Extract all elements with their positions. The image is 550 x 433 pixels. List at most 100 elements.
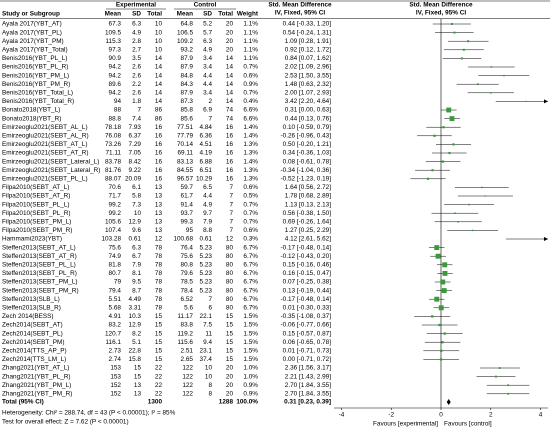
table-cell: 78	[155, 304, 163, 311]
table-cell: 12	[155, 236, 163, 243]
table-cell: 100.68	[173, 236, 193, 243]
table-cell: 4.4	[203, 193, 212, 200]
table-cell: 9.22	[129, 167, 142, 174]
table-cell: 14	[226, 72, 234, 79]
table-cell: 13	[134, 382, 142, 389]
table-cell: 6.3	[203, 38, 212, 45]
table-cell: 94.2	[109, 89, 122, 96]
table-cell: 85.6	[181, 115, 194, 122]
table-cell: 71.7	[109, 193, 122, 200]
table-cell: 93.2	[181, 46, 194, 53]
study-label: Filpa2010(SEBT_PL_R)	[2, 210, 71, 217]
effect-square	[441, 341, 444, 344]
table-cell: 2.6	[132, 89, 141, 96]
table-cell: 4.49	[129, 296, 142, 303]
effect-square	[507, 392, 510, 395]
table-cell: 16	[155, 124, 163, 131]
effect-label: 0.15 [-0.16, 0.46]	[283, 261, 332, 268]
table-cell: 83.78	[105, 158, 121, 165]
effect-square	[450, 23, 453, 25]
x-tick-label: -2	[388, 412, 394, 419]
effect-label: 4.12 [2.61, 5.62]	[285, 236, 331, 243]
table-cell: 14	[155, 89, 163, 96]
effect-label: 1.48 [0.63, 2.32]	[285, 81, 331, 88]
study-label: Filpa2010(SEBT_PM_R)	[2, 227, 72, 234]
table-cell: 77.79	[177, 132, 193, 139]
table-cell: 6	[208, 304, 212, 311]
table-cell: 90.9	[109, 55, 122, 62]
table-cell: 79	[114, 279, 122, 286]
table-cell: 8	[208, 382, 212, 389]
table-cell: 9.6	[132, 227, 141, 234]
table-cell: 20	[226, 373, 234, 380]
table-cell: 7	[208, 296, 212, 303]
table-cell: 6.3	[132, 21, 141, 28]
effect-label: 2.36 [1.56, 3.17]	[285, 365, 331, 372]
table-cell: 5.23	[200, 244, 213, 251]
table-cell: 78	[155, 287, 163, 294]
effect-label: 0.07 [-0.25, 0.38]	[283, 279, 332, 286]
favours-left: Favours [experimental]	[373, 421, 438, 428]
effect-label: 0.00 [-0.71, 0.72]	[283, 356, 332, 363]
weight-label: 0.6%	[243, 72, 258, 79]
table-cell: 122	[182, 373, 193, 380]
table-cell: 87.9	[181, 89, 194, 96]
weight-label: 0.7%	[243, 89, 258, 96]
study-label: Filpa2010(SEBT_PM_L)	[2, 218, 71, 225]
table-cell: 15	[134, 365, 142, 372]
table-cell: 7	[229, 184, 233, 191]
effect-square	[468, 203, 470, 206]
study-label: Steffen2013(SEBT_PL_L)	[2, 261, 76, 268]
table-cell: 6.3	[132, 244, 141, 251]
table-cell: 6.1	[132, 184, 141, 191]
column-header: Study or Subgroup	[2, 11, 60, 18]
table-cell: 14	[226, 89, 234, 96]
table-cell: 86	[155, 107, 163, 114]
weight-label: 0.6%	[243, 227, 258, 234]
effect-square	[442, 270, 448, 276]
study-label: Zech2014(SEBT_PL)	[2, 330, 63, 337]
study-label: Benis2016(YBT_PL_L)	[2, 55, 67, 62]
table-cell: 122	[182, 382, 193, 389]
table-cell: 78	[155, 296, 163, 303]
table-cell: 15	[155, 356, 163, 363]
weight-label: 6.7%	[243, 287, 258, 294]
table-cell: 70.6	[109, 184, 122, 191]
weight-label: 0.3%	[243, 236, 258, 243]
effect-label: 0.34 [-0.36, 1.03]	[283, 150, 332, 157]
effect-square	[471, 229, 474, 232]
table-cell: 14	[226, 64, 234, 71]
total-n: 1288	[219, 399, 234, 406]
total-effect: 0.31 [0.23, 0.39]	[284, 399, 331, 406]
table-cell: 4.9	[203, 201, 212, 208]
table-cell: 20	[226, 365, 234, 372]
weight-label: 1.4%	[243, 158, 258, 165]
table-cell: 103.28	[101, 236, 121, 243]
weight-label: 1.5%	[243, 339, 258, 346]
table-cell: 20	[226, 382, 234, 389]
table-cell: 122	[182, 390, 193, 397]
table-cell: 71.11	[105, 150, 121, 157]
study-label: Emirzeoglu2021(SEBT_AT_L)	[2, 141, 87, 148]
table-cell: 10	[134, 210, 142, 217]
weight-label: 1.1%	[243, 55, 258, 62]
table-cell: 20	[226, 29, 234, 36]
effect-square	[525, 100, 527, 103]
study-label: Ayala 2017(YBT_Total)	[2, 46, 68, 53]
table-cell: 78	[155, 261, 163, 268]
table-cell: 4.4	[203, 72, 212, 79]
effect-label: -0.17 [-0.48, 0.14]	[281, 296, 332, 303]
table-cell: 94.2	[109, 64, 122, 71]
study-label: Bonato2018(YBT_R)	[2, 115, 61, 122]
table-cell: 115.3	[105, 38, 121, 45]
weight-label: 0.9%	[243, 81, 258, 88]
effect-label: 1.13 [0.13, 2.13]	[285, 201, 331, 208]
table-cell: 5.23	[200, 279, 213, 286]
table-cell: 80	[226, 261, 234, 268]
table-cell: 80	[226, 270, 234, 277]
effect-label: 0.13 [-0.19, 0.44]	[283, 287, 332, 294]
table-cell: 5.23	[200, 261, 213, 268]
study-label: Benis2016(YBT_PM_R)	[2, 81, 70, 88]
table-cell: 85.8	[181, 107, 194, 114]
column-header: Total	[218, 11, 233, 18]
